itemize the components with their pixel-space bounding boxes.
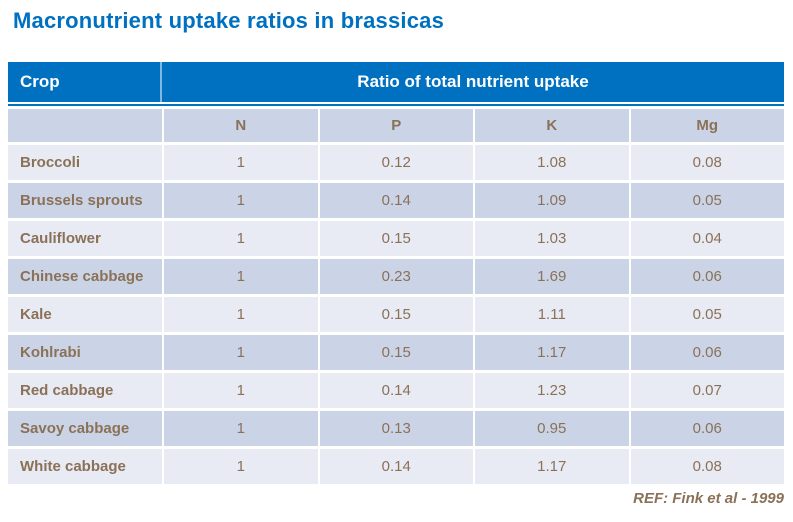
ratio-value-cell: 1 bbox=[164, 183, 318, 218]
nutrient-column-header: K bbox=[475, 109, 629, 142]
ratio-value-cell: 1 bbox=[164, 449, 318, 484]
table-header-row: Crop Ratio of total nutrient uptake bbox=[8, 62, 784, 104]
ratio-value-cell: 0.06 bbox=[630, 259, 784, 294]
crop-name-cell: Broccoli bbox=[8, 145, 162, 180]
nutrient-column-header: N bbox=[164, 109, 318, 142]
ratio-value-cell: 1.17 bbox=[475, 449, 629, 484]
ratio-value-cell: 0.15 bbox=[319, 297, 473, 332]
ratio-value-cell: 0.05 bbox=[630, 297, 784, 332]
ratio-group-header: Ratio of total nutrient uptake bbox=[357, 72, 589, 91]
ratio-value-cell: 1.09 bbox=[475, 183, 629, 218]
crop-name-cell: Brussels sprouts bbox=[8, 183, 162, 218]
crop-name-cell: White cabbage bbox=[8, 449, 162, 484]
ratio-value-cell: 1 bbox=[164, 259, 318, 294]
ratio-value-cell: 0.08 bbox=[630, 449, 784, 484]
ratio-value-cell: 1 bbox=[164, 335, 318, 370]
crop-name-cell: Kohlrabi bbox=[8, 335, 162, 370]
table-row: Kale 1 0.15 1.11 0.05 bbox=[8, 297, 784, 332]
crop-name-cell: Cauliflower bbox=[8, 221, 162, 256]
ratio-value-cell: 1 bbox=[164, 145, 318, 180]
crop-column-header: Crop bbox=[8, 62, 162, 102]
table-row: Broccoli 1 0.12 1.08 0.08 bbox=[8, 145, 784, 180]
ratio-value-cell: 0.14 bbox=[319, 373, 473, 408]
ratio-value-cell: 1 bbox=[164, 411, 318, 446]
ratio-value-cell: 0.95 bbox=[475, 411, 629, 446]
ratio-value-cell: 0.13 bbox=[319, 411, 473, 446]
table-row: Kohlrabi 1 0.15 1.17 0.06 bbox=[8, 335, 784, 370]
ratio-value-cell: 1 bbox=[164, 221, 318, 256]
ratio-value-cell: 0.04 bbox=[630, 221, 784, 256]
ratio-value-cell: 0.06 bbox=[630, 411, 784, 446]
header-bottom-rule bbox=[8, 104, 784, 106]
page-title: Macronutrient uptake ratios in brassicas bbox=[13, 8, 445, 33]
table-row: Chinese cabbage 1 0.23 1.69 0.06 bbox=[8, 259, 784, 294]
nutrient-column-header: P bbox=[319, 109, 473, 142]
ratio-value-cell: 1.03 bbox=[475, 221, 629, 256]
ratio-value-cell: 0.08 bbox=[630, 145, 784, 180]
ratio-value-cell: 0.06 bbox=[630, 335, 784, 370]
reference-note: REF: Fink et al - 1999 bbox=[633, 490, 784, 507]
ratio-value-cell: 1 bbox=[164, 373, 318, 408]
ratio-value-cell: 0.07 bbox=[630, 373, 784, 408]
nutrient-subheader-row: N P K Mg bbox=[8, 109, 784, 142]
crop-name-cell: Chinese cabbage bbox=[8, 259, 162, 294]
table-row: Brussels sprouts 1 0.14 1.09 0.05 bbox=[8, 183, 784, 218]
ratio-value-cell: 0.12 bbox=[319, 145, 473, 180]
table-row: Red cabbage 1 0.14 1.23 0.07 bbox=[8, 373, 784, 408]
ratio-value-cell: 0.14 bbox=[319, 183, 473, 218]
table-body: N P K Mg Broccoli 1 0.12 1.08 0.08 Brussels sp… bbox=[8, 109, 784, 484]
ratio-value-cell: 0.05 bbox=[630, 183, 784, 218]
subheader-empty-cell bbox=[8, 109, 162, 142]
ratio-value-cell: 0.15 bbox=[319, 335, 473, 370]
ratio-value-cell: 1.23 bbox=[475, 373, 629, 408]
table-row: Savoy cabbage 1 0.13 0.95 0.06 bbox=[8, 411, 784, 446]
ratio-value-cell: 0.14 bbox=[319, 449, 473, 484]
table-row: Cauliflower 1 0.15 1.03 0.04 bbox=[8, 221, 784, 256]
crop-name-cell: Savoy cabbage bbox=[8, 411, 162, 446]
crop-name-cell: Kale bbox=[8, 297, 162, 332]
nutrient-column-header: Mg bbox=[630, 109, 784, 142]
ratio-value-cell: 1.69 bbox=[475, 259, 629, 294]
crop-name-cell: Red cabbage bbox=[8, 373, 162, 408]
table-row: White cabbage 1 0.14 1.17 0.08 bbox=[8, 449, 784, 484]
ratio-value-cell: 1.08 bbox=[475, 145, 629, 180]
ratio-value-cell: 1 bbox=[164, 297, 318, 332]
ratio-value-cell: 1.11 bbox=[475, 297, 629, 332]
ratio-value-cell: 0.15 bbox=[319, 221, 473, 256]
ratio-value-cell: 0.23 bbox=[319, 259, 473, 294]
ratio-value-cell: 1.17 bbox=[475, 335, 629, 370]
